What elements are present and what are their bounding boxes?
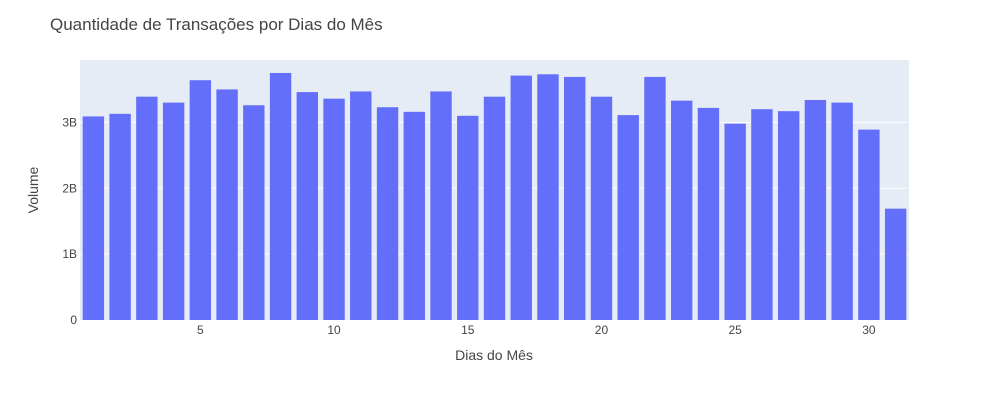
bar[interactable]: [804, 99, 827, 320]
bar[interactable]: [403, 111, 425, 320]
y-tick-label: 3B: [62, 115, 77, 129]
x-axis-title: Dias do Mês: [455, 347, 533, 363]
chart-title: Quantidade de Transações por Dias do Mês: [50, 15, 383, 34]
bar[interactable]: [82, 116, 105, 320]
bar[interactable]: [670, 100, 693, 320]
y-axis-ticks: 0 1B 2B 3B: [62, 115, 77, 327]
y-tick-label: 0: [70, 313, 77, 327]
bar[interactable]: [162, 102, 185, 320]
bar[interactable]: [189, 80, 212, 320]
bar[interactable]: [483, 96, 506, 320]
x-tick-label: 30: [862, 323, 876, 337]
x-tick-label: 5: [197, 323, 204, 337]
bar[interactable]: [590, 96, 613, 320]
bar[interactable]: [617, 115, 639, 320]
x-tick-label: 25: [728, 323, 742, 337]
bar[interactable]: [777, 111, 800, 321]
bar[interactable]: [564, 76, 586, 320]
bar[interactable]: [697, 107, 720, 321]
bar[interactable]: [858, 129, 880, 320]
bar[interactable]: [350, 91, 372, 321]
bar[interactable]: [644, 76, 666, 320]
bar[interactable]: [510, 75, 532, 321]
y-tick-label: 1B: [62, 247, 77, 261]
x-tick-label: 15: [461, 323, 475, 337]
bar[interactable]: [884, 208, 907, 320]
bar[interactable]: [537, 74, 559, 320]
bar[interactable]: [216, 89, 238, 320]
bar[interactable]: [296, 92, 319, 320]
bar[interactable]: [376, 107, 399, 320]
bar[interactable]: [136, 96, 158, 320]
y-tick-label: 2B: [62, 181, 77, 195]
bar[interactable]: [109, 113, 131, 321]
y-axis-title: Volume: [25, 166, 41, 213]
bar[interactable]: [430, 91, 452, 321]
bar[interactable]: [724, 123, 746, 321]
x-tick-label: 10: [327, 323, 341, 337]
bar[interactable]: [243, 105, 265, 320]
x-axis-ticks: 5 10 15 20 25 30: [197, 323, 876, 337]
bar[interactable]: [751, 109, 773, 320]
bar[interactable]: [831, 102, 853, 320]
bar[interactable]: [323, 98, 345, 320]
x-tick-label: 20: [595, 323, 609, 337]
bar[interactable]: [457, 115, 479, 320]
bar[interactable]: [269, 72, 292, 320]
bars: [82, 72, 907, 321]
